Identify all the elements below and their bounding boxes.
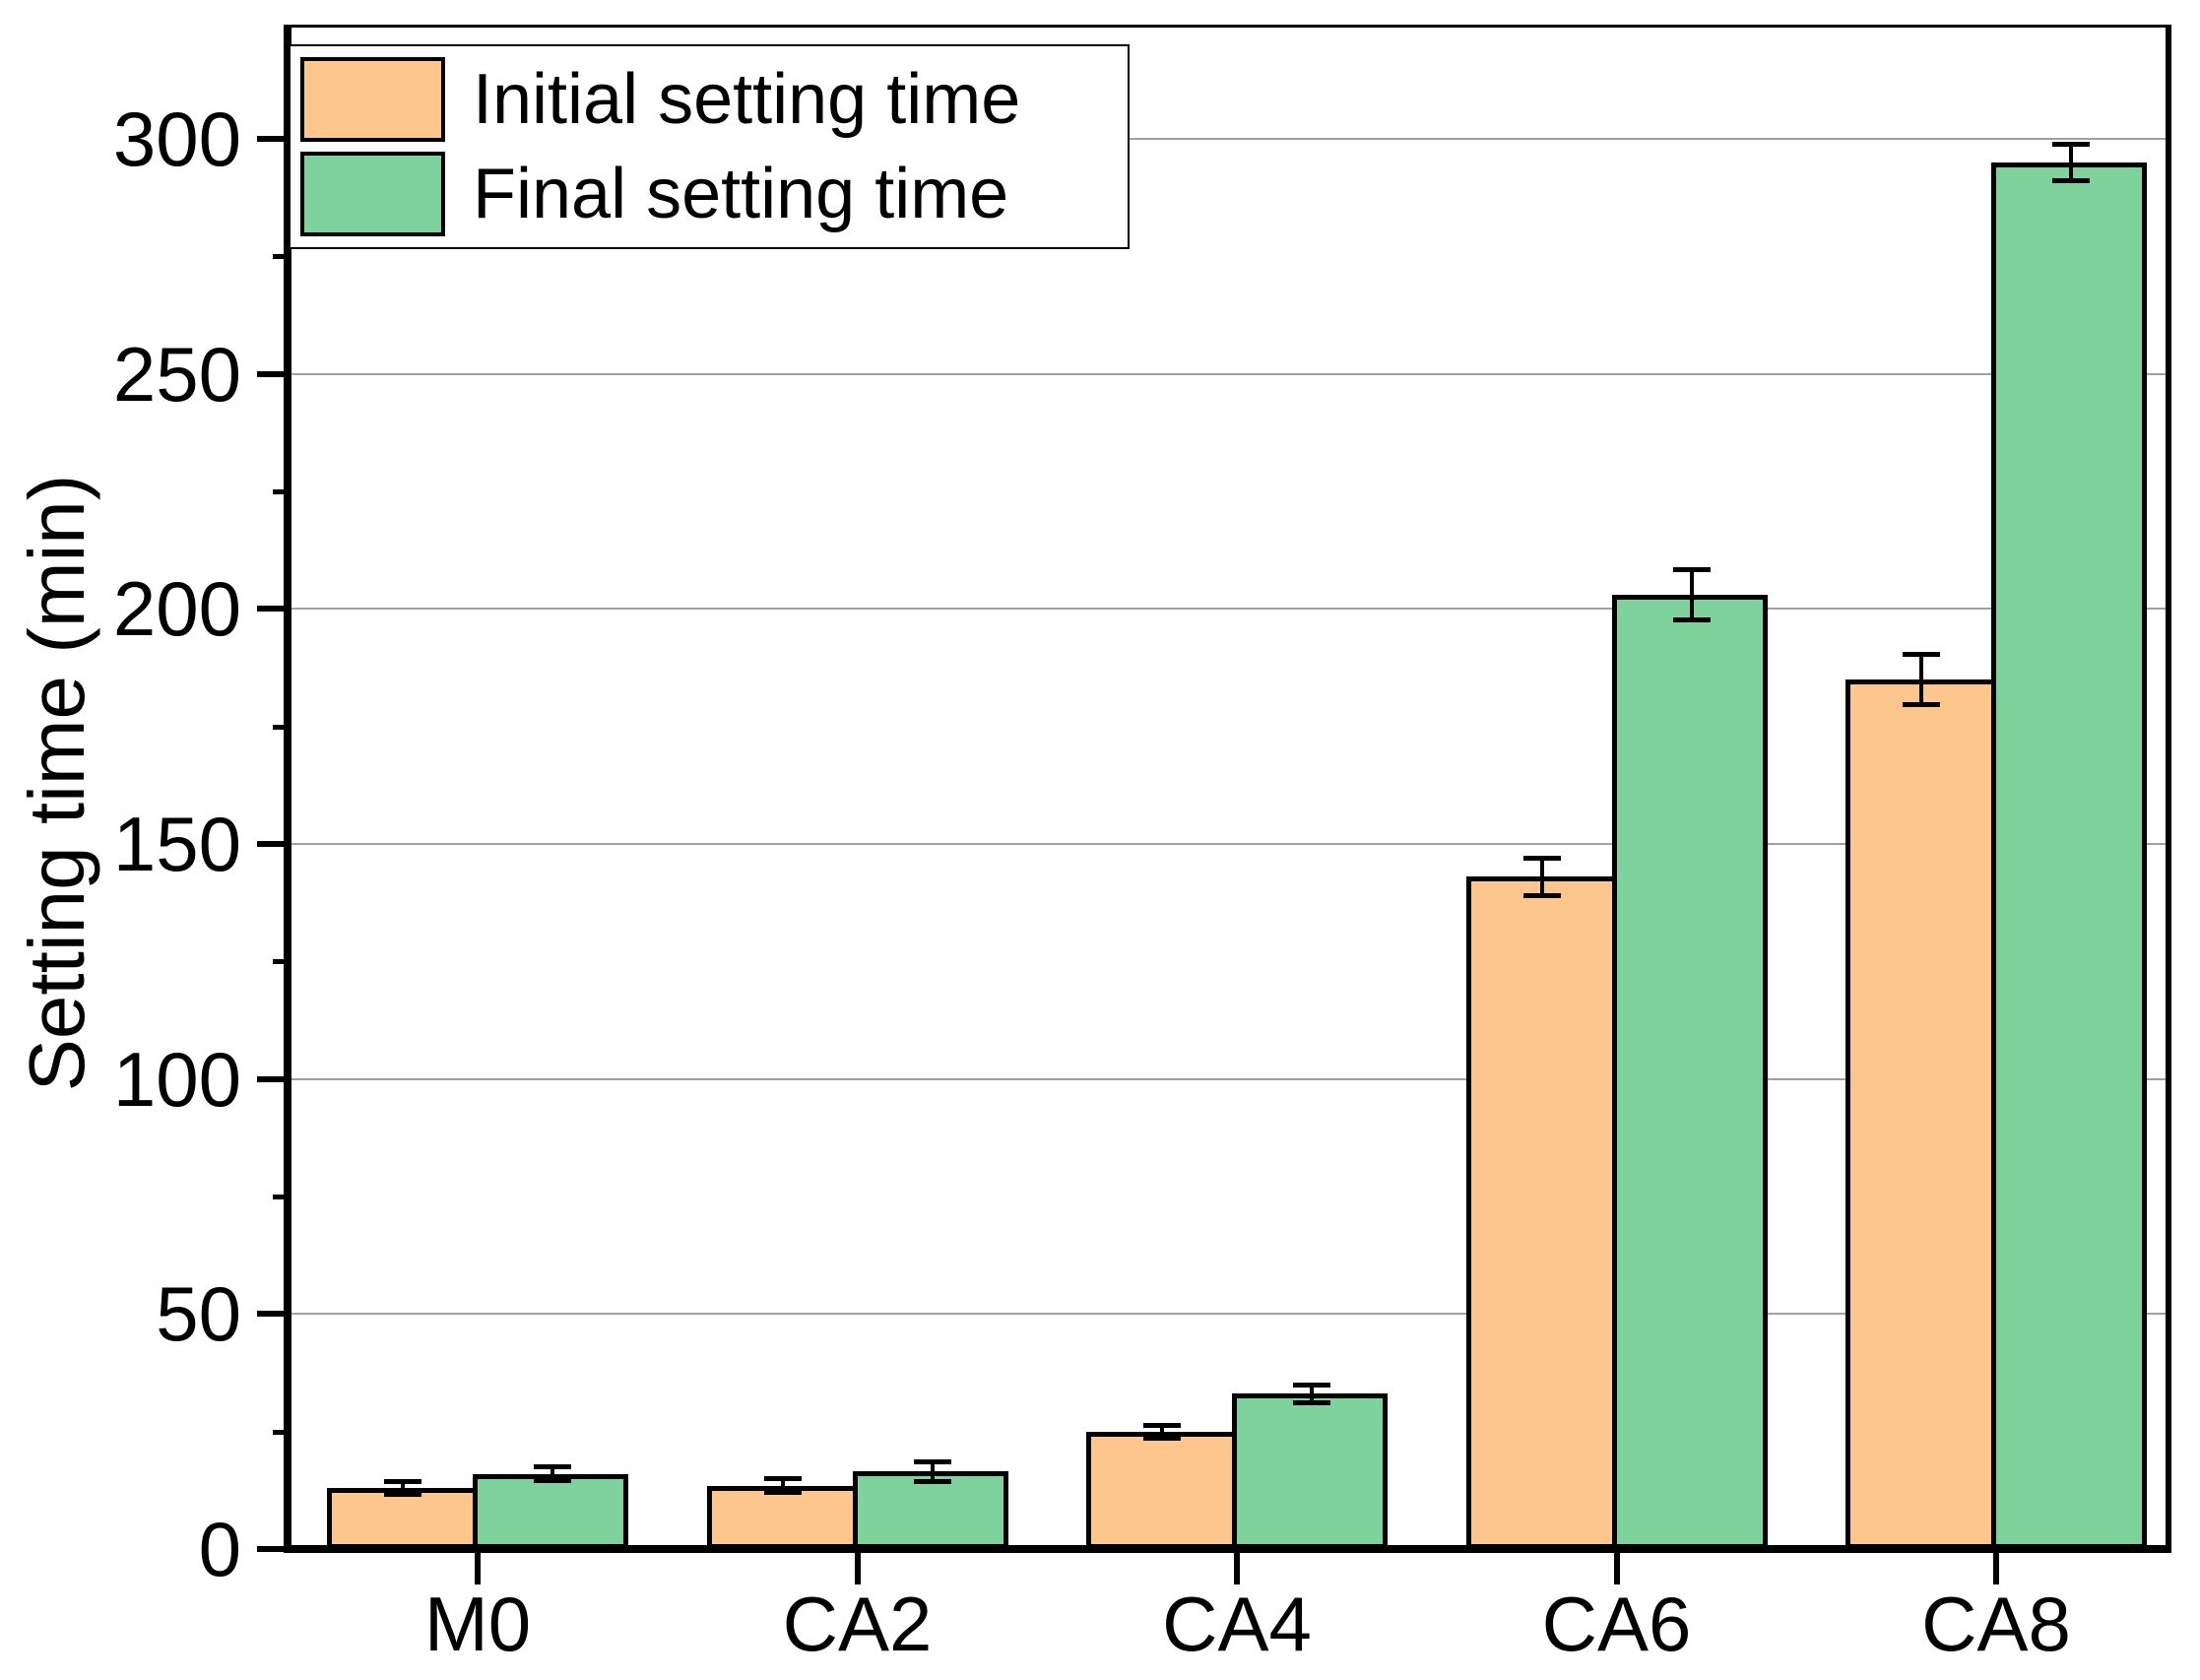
error-cap-top	[384, 1478, 421, 1484]
bar-initial-CA6	[1465, 876, 1617, 1549]
legend: Initial setting time Final setting time	[289, 44, 1130, 249]
legend-label-final: Final setting time	[473, 155, 1009, 233]
error-line-initial-M0	[401, 1480, 405, 1496]
bar-final-M0	[473, 1473, 628, 1549]
x-tick-CA6	[1613, 1553, 1620, 1584]
error-cap-bottom	[534, 1477, 571, 1483]
gridline-y-200	[291, 608, 2166, 611]
error-cap-bottom	[913, 1478, 951, 1484]
error-cap-bottom	[1903, 702, 1940, 708]
error-line-initial-CA8	[1919, 653, 1923, 706]
x-tick-label-CA2: CA2	[782, 1581, 933, 1667]
y-tick-label-150: 150	[112, 801, 241, 887]
y-major-tick-150	[257, 841, 290, 847]
x-tick-CA8	[1993, 1553, 1999, 1584]
y-major-tick-250	[257, 370, 290, 377]
y-tick-label-200: 200	[112, 565, 241, 653]
bar-final-CA4	[1232, 1393, 1388, 1549]
x-tick-CA4	[1234, 1553, 1240, 1584]
bar-initial-M0	[327, 1487, 478, 1549]
legend-swatch-initial	[300, 57, 445, 142]
error-cap-top	[1293, 1382, 1330, 1388]
error-cap-bottom	[1143, 1435, 1181, 1441]
error-cap-bottom	[1672, 617, 1711, 623]
bar-final-CA6	[1611, 595, 1768, 1549]
error-line-final-M0	[550, 1466, 554, 1481]
error-line-final-CA8	[2069, 143, 2073, 181]
y-major-tick-300	[257, 136, 290, 142]
y-major-tick-100	[257, 1075, 290, 1082]
error-cap-top	[2052, 141, 2090, 147]
bar-final-CA2	[852, 1471, 1008, 1549]
y-axis-title: Setting time (min)	[13, 474, 100, 1092]
error-cap-top	[1903, 651, 1940, 657]
error-line-initial-CA6	[1539, 858, 1544, 896]
y-major-tick-0	[257, 1546, 290, 1552]
y-tick-label-250: 250	[112, 330, 241, 418]
y-minor-tick-125	[273, 959, 290, 965]
x-tick-CA2	[854, 1553, 861, 1584]
gridline-y-50	[291, 1313, 2166, 1316]
error-cap-top	[913, 1458, 951, 1464]
error-cap-top	[763, 1475, 802, 1481]
bar-initial-CA8	[1845, 678, 1996, 1549]
legend-swatch-final	[300, 152, 445, 236]
error-line-final-CA6	[1689, 568, 1694, 621]
y-tick-label-0: 0	[198, 1506, 241, 1592]
error-cap-bottom	[2052, 177, 2090, 183]
x-tick-label-CA6: CA6	[1541, 1581, 1692, 1667]
error-cap-top	[1143, 1422, 1181, 1428]
bar-initial-CA2	[706, 1485, 858, 1549]
gridline-y-150	[291, 843, 2166, 845]
bar-final-CA8	[1991, 162, 2147, 1549]
gridline-y-250	[291, 372, 2166, 375]
error-line-final-CA4	[1310, 1384, 1314, 1403]
error-line-initial-CA4	[1160, 1424, 1164, 1439]
error-cap-top	[1522, 856, 1561, 862]
y-minor-tick-175	[273, 724, 290, 730]
error-cap-bottom	[384, 1492, 421, 1498]
y-minor-tick-275	[273, 254, 290, 260]
error-line-initial-CA2	[780, 1477, 785, 1494]
error-cap-bottom	[763, 1490, 802, 1496]
bar-initial-CA4	[1086, 1431, 1237, 1549]
y-tick-label-50: 50	[156, 1270, 241, 1358]
legend-item-initial: Initial setting time	[300, 57, 1128, 142]
y-minor-tick-75	[273, 1195, 290, 1199]
y-tick-label-100: 100	[112, 1035, 241, 1123]
error-cap-top	[1672, 566, 1711, 572]
x-tick-label-CA8: CA8	[1921, 1581, 2071, 1667]
y-tick-label-300: 300	[112, 96, 241, 182]
error-cap-top	[534, 1464, 571, 1470]
x-tick-label-CA4: CA4	[1162, 1581, 1312, 1667]
y-major-tick-50	[257, 1311, 290, 1318]
legend-item-final: Final setting time	[300, 152, 1128, 236]
legend-label-initial: Initial setting time	[473, 60, 1021, 139]
y-minor-tick-25	[273, 1429, 290, 1435]
error-cap-bottom	[1293, 1400, 1330, 1406]
error-cap-bottom	[1522, 892, 1561, 898]
x-tick-M0	[475, 1553, 481, 1584]
gridline-y-100	[291, 1077, 2166, 1080]
gridline-y-300	[291, 138, 2166, 140]
y-minor-tick-225	[273, 489, 290, 494]
x-tick-label-M0: M0	[423, 1581, 532, 1667]
y-major-tick-200	[257, 606, 290, 613]
error-line-final-CA2	[930, 1460, 935, 1482]
